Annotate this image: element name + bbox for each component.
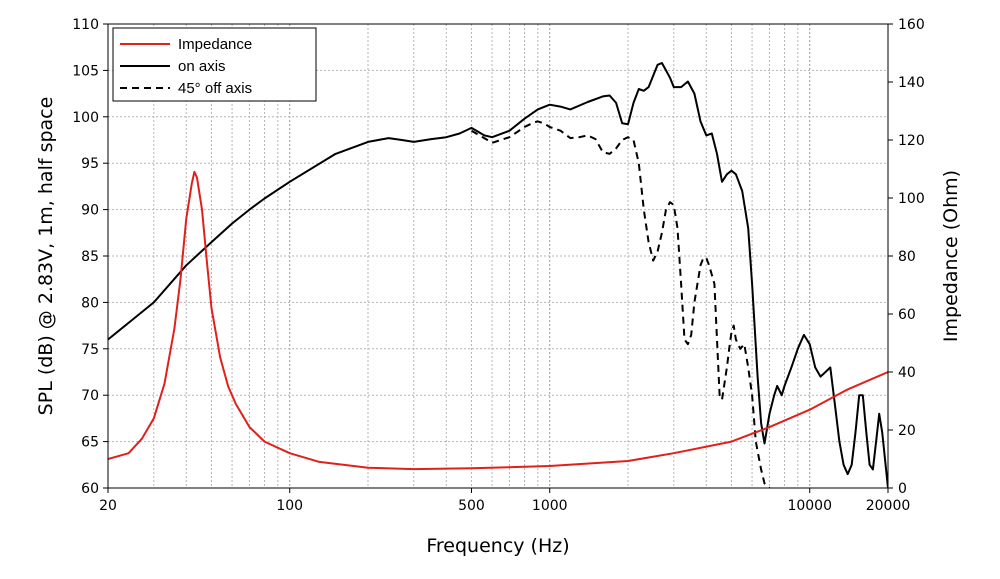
y-axis-ticks: 60 65 70 75 80 85 90 95 100 105 110 xyxy=(72,17,108,497)
x-tick-label: 10000 xyxy=(787,498,832,514)
curves xyxy=(108,62,888,488)
y-tick-label: 95 xyxy=(81,156,99,172)
series-line-on-axis xyxy=(108,62,888,488)
y2-tick-label: 40 xyxy=(898,365,916,381)
legend-label-on-axis: on axis xyxy=(178,58,226,75)
y2-tick-label: 20 xyxy=(898,423,916,439)
y2-tick-label: 80 xyxy=(898,249,916,265)
y2-tick-label: 120 xyxy=(898,133,925,149)
legend: Impedance on axis 45° off axis xyxy=(112,27,317,102)
y2-tick-label: 60 xyxy=(898,307,916,323)
y-tick-label: 65 xyxy=(81,435,99,451)
x-axis-ticks: 20 100 500 1000 10000 20000 xyxy=(99,488,910,514)
y-tick-label: 110 xyxy=(72,17,99,33)
y2-axis-ticks: 0 20 40 60 80 100 120 140 160 xyxy=(888,17,925,497)
grid-lines xyxy=(108,24,888,488)
legend-label-off-axis: 45° off axis xyxy=(178,80,252,97)
x-tick-label: 20000 xyxy=(866,498,911,514)
y-tick-label: 100 xyxy=(72,110,99,126)
series-line-impedance xyxy=(108,170,888,471)
y-tick-label: 90 xyxy=(81,203,99,219)
legend-label-impedance: Impedance xyxy=(178,36,252,53)
y-tick-label: 60 xyxy=(81,481,99,497)
x-tick-label: 100 xyxy=(276,498,303,514)
x-axis-label: Frequency (Hz) xyxy=(426,535,569,557)
y-tick-label: 75 xyxy=(81,342,99,358)
y-tick-label: 80 xyxy=(81,295,99,311)
y-tick-label: 105 xyxy=(72,63,99,79)
y2-axis-label: Impedance (Ohm) xyxy=(940,170,962,342)
y-axis-label: SPL (dB) @ 2.83V, 1m, half space xyxy=(35,97,57,416)
y2-tick-label: 160 xyxy=(898,17,925,33)
series-line-45-off-axis xyxy=(470,120,771,488)
y2-tick-label: 140 xyxy=(898,75,925,91)
x-tick-label: 1000 xyxy=(532,498,568,514)
y-tick-label: 85 xyxy=(81,249,99,265)
x-tick-label: 500 xyxy=(458,498,485,514)
y2-tick-label: 0 xyxy=(898,481,907,497)
y-tick-label: 70 xyxy=(81,388,99,404)
y2-tick-label: 100 xyxy=(898,191,925,207)
x-tick-label: 20 xyxy=(99,498,117,514)
